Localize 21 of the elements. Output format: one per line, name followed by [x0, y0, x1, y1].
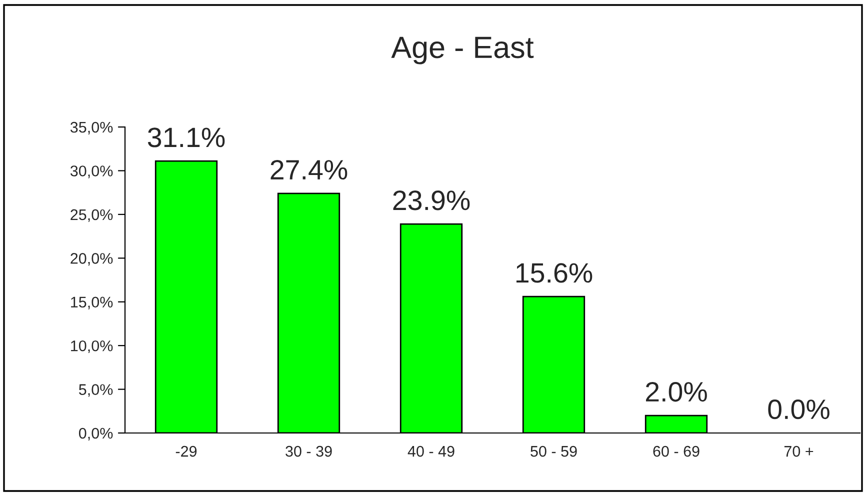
data-label: 15.6% — [516, 263, 592, 283]
x-tick-label: 40 - 49 — [408, 446, 454, 457]
data-label: 23.9% — [393, 190, 470, 210]
y-tick-label: 10,0% — [71, 340, 113, 354]
x-tick-label: 50 - 59 — [530, 446, 577, 457]
y-tick-label: 5,0% — [78, 384, 113, 397]
data-label: 0.0% — [768, 400, 830, 420]
y-tick-label: 15,0% — [71, 296, 113, 310]
x-tick-label: 70 + — [784, 446, 814, 457]
y-tick-label: 20,0% — [70, 253, 113, 266]
y-tick-label: 25,0% — [70, 209, 113, 222]
data-label: 31.1% — [148, 128, 225, 148]
y-tick-label: 35,0% — [70, 122, 113, 134]
y-tick-label: 0,0% — [78, 428, 113, 440]
x-tick-label: -29 — [176, 446, 197, 457]
x-tick-label: 30 - 39 — [286, 446, 332, 457]
data-label: 2.0% — [646, 382, 707, 402]
x-tick-label: 60 - 69 — [653, 446, 700, 457]
y-tick-label: 30,0% — [70, 166, 113, 178]
data-label: 27.4% — [270, 160, 348, 180]
chart-title: Age - East — [391, 36, 534, 64]
